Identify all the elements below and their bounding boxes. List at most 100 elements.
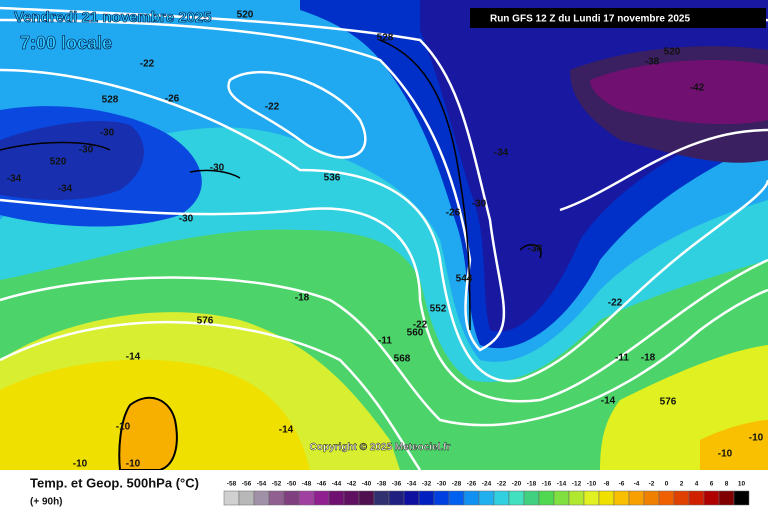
contour-label: -38 xyxy=(528,244,543,255)
contour-label: -22 xyxy=(413,320,428,331)
color-scale: -58 -56 -54 -52 -50 -48 -46 -44 -42 -40 -38 -36 -34-… xyxy=(223,481,750,506)
scale-label: -6 xyxy=(619,481,625,488)
contour-line xyxy=(0,6,506,352)
run-box xyxy=(470,8,766,28)
scale-label: -2 xyxy=(649,481,655,488)
scale-swatch xyxy=(403,490,420,506)
run-info: Run GFS 12 Z du Lundi 17 novembre 2025 xyxy=(490,14,690,25)
contour-line xyxy=(227,71,367,159)
scale-swatch xyxy=(598,490,615,506)
scale-label: -44 xyxy=(332,481,342,488)
scale-swatch xyxy=(703,490,720,506)
contour-label: 528 xyxy=(102,95,119,106)
contour-line xyxy=(0,68,768,383)
contour-label: -18 xyxy=(641,353,656,364)
scale-label: -54 xyxy=(257,481,267,488)
scale-label: -20 xyxy=(512,481,522,488)
contour-label: 552 xyxy=(430,304,447,315)
contour-label: -14 xyxy=(279,425,294,436)
map xyxy=(0,0,768,471)
scale-swatch xyxy=(373,490,390,506)
scale-swatch xyxy=(628,490,645,506)
scale-label: 8 xyxy=(725,481,729,488)
scale-label: -22 xyxy=(497,481,507,488)
contour-label: 520 xyxy=(50,157,67,168)
scale-label: -4 xyxy=(634,481,640,488)
scale-swatch xyxy=(493,490,510,506)
scale-label: -8 xyxy=(604,481,610,488)
scale-swatch xyxy=(643,490,660,506)
scale-swatch xyxy=(268,490,285,506)
scale-label: -38 xyxy=(377,481,387,488)
scale-swatch xyxy=(283,490,300,506)
contour-label: -30 xyxy=(179,214,194,225)
scale-label: -46 xyxy=(317,481,327,488)
scale-swatch xyxy=(298,490,315,506)
scale-swatch xyxy=(538,490,555,506)
scale-swatch xyxy=(238,490,255,506)
forecast-date: Vendredi 21 novembre 2025 xyxy=(14,9,212,26)
contour-label: -30 xyxy=(210,163,225,174)
cold-core xyxy=(590,60,768,125)
contour-label: -38 xyxy=(645,57,660,68)
contour-label: -26 xyxy=(446,208,461,219)
scale-label: -56 xyxy=(242,481,252,488)
contour-label: -34 xyxy=(7,174,22,185)
contour-label: -26 xyxy=(165,94,180,105)
contour-label: -30 xyxy=(100,128,115,139)
scale-label: -42 xyxy=(347,481,357,488)
contour-line xyxy=(379,39,471,331)
contour-label: 528 xyxy=(377,33,394,44)
scale-swatch xyxy=(718,490,735,506)
scale-swatch xyxy=(358,490,375,506)
contour-label: -34 xyxy=(58,184,73,195)
scale-label: -30 xyxy=(437,481,447,488)
scale-swatch xyxy=(568,490,585,506)
scale-label: 4 xyxy=(695,481,699,488)
scale-label: -12 xyxy=(572,481,582,488)
contour-label: -11 xyxy=(615,353,629,364)
contour-label: 576 xyxy=(197,316,214,327)
contour-label: -30 xyxy=(79,145,94,156)
scale-swatch xyxy=(478,490,495,506)
scale-label: 2 xyxy=(680,481,684,488)
warm-core xyxy=(118,396,178,471)
contour-label: 520 xyxy=(664,47,681,58)
scale-swatch xyxy=(343,490,360,506)
scale-label: -40 xyxy=(362,481,372,488)
scale-label: -26 xyxy=(467,481,477,488)
contour-labels: 520 528 520 -38 -42 -22 -26 528 -22 -30 -30 520 -34 -… xyxy=(7,10,764,470)
warm-zone xyxy=(700,420,768,470)
scale-swatch xyxy=(613,490,630,506)
scale-label: 0 xyxy=(665,481,669,488)
contour-label: -14 xyxy=(126,352,141,363)
contour-label: -10 xyxy=(73,459,88,470)
scale-swatch xyxy=(388,490,405,506)
copyright: Copyright © 2025 Meteociel.fr xyxy=(310,442,451,453)
contour-label: -22 xyxy=(608,298,623,309)
scale-swatch xyxy=(673,490,690,506)
forecast-time: 7:00 locale xyxy=(20,33,112,53)
scale-label: -34 xyxy=(407,481,417,488)
scale-swatch xyxy=(328,490,345,506)
scale-label: 6 xyxy=(710,481,714,488)
contour-line xyxy=(0,320,422,471)
scale-label: -48 xyxy=(302,481,312,488)
scale-swatch xyxy=(313,490,330,506)
scale-swatch xyxy=(523,490,540,506)
scale-swatch xyxy=(433,490,450,506)
contour-label: -10 xyxy=(718,449,733,460)
scale-label: -50 xyxy=(287,481,297,488)
contour-label: -14 xyxy=(601,396,616,407)
contour-label: 568 xyxy=(394,354,411,365)
scale-label: -10 xyxy=(587,481,597,488)
scale-label: -52 xyxy=(272,481,282,488)
contour-label: -34 xyxy=(494,148,509,159)
lead-time: (+ 90h) xyxy=(30,497,63,508)
scale-swatch xyxy=(463,490,480,506)
scale-swatch xyxy=(658,490,675,506)
scale-label: -18 xyxy=(527,481,537,488)
contour-label: -10 xyxy=(116,422,131,433)
contour-label: -10 xyxy=(126,459,141,470)
